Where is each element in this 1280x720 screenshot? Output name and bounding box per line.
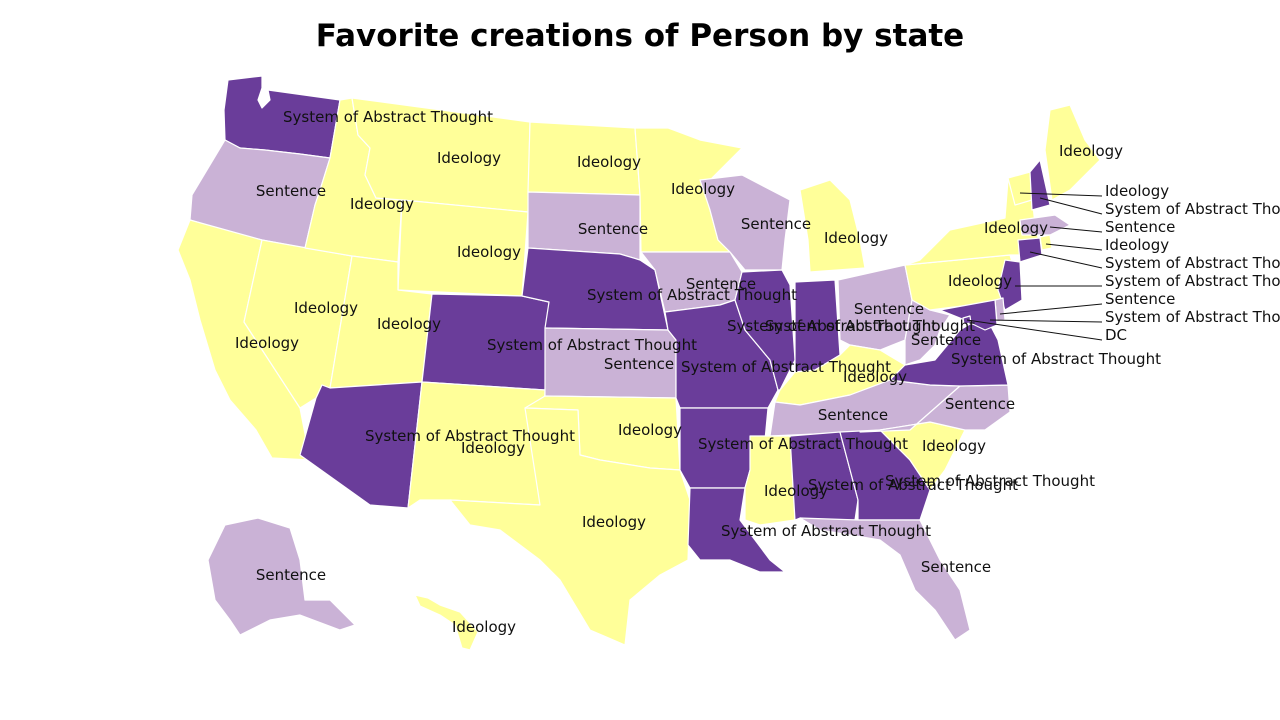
state-label-wa: System of Abstract Thought <box>283 108 493 126</box>
state-label-me: Ideology <box>1059 142 1123 160</box>
state-tx <box>449 407 691 646</box>
state-label-al: System of Abstract Thought <box>808 476 1018 494</box>
state-mo <box>664 299 779 409</box>
state-label-ak: Sentence <box>256 566 326 584</box>
state-label-ok: Ideology <box>618 421 682 439</box>
state-va <box>889 314 1009 387</box>
leader-line-de <box>999 303 1103 315</box>
state-ri <box>1039 234 1053 251</box>
leader-line-nh <box>1039 197 1103 215</box>
state-label-ky: Ideology <box>843 368 907 386</box>
state-label-tx: Ideology <box>582 513 646 531</box>
state-label-or: Sentence <box>256 182 326 200</box>
state-label-sd: Sentence <box>578 220 648 238</box>
state-label-id: Ideology <box>350 195 414 213</box>
state-nc <box>859 384 1011 433</box>
state-label-ia: Sentence <box>686 275 756 293</box>
leader-line-ma <box>1049 226 1103 233</box>
state-label-la: System of Abstract Thought <box>721 522 931 540</box>
leader-line-vt <box>1019 192 1103 197</box>
state-label-in: System of Abstract Thought <box>765 317 975 335</box>
state-label-ks: Sentence <box>604 355 674 373</box>
state-label-nv: Ideology <box>294 299 358 317</box>
state-label-pa: Ideology <box>948 272 1012 290</box>
state-label-fl: Sentence <box>921 558 991 576</box>
state-label-co: System of Abstract Thought <box>487 336 697 354</box>
state-label-az: System of Abstract Thought <box>365 427 575 445</box>
leader-line-md <box>989 319 1103 323</box>
state-label-wi: Sentence <box>741 215 811 233</box>
state-label-ct: System of Abstract Thought <box>1105 254 1280 272</box>
state-ct <box>1017 237 1043 263</box>
state-label-nd: Ideology <box>577 153 641 171</box>
state-label-sc: Ideology <box>922 437 986 455</box>
state-label-mn: Ideology <box>671 180 735 198</box>
state-label-de: Sentence <box>1105 290 1175 308</box>
state-wi <box>699 174 791 271</box>
state-label-hi: Ideology <box>452 618 516 636</box>
state-label-oh: Sentence <box>854 300 924 318</box>
state-label-ny: Ideology <box>984 219 1048 237</box>
state-label-il: System of Abstract Thought <box>727 317 937 335</box>
state-label-ri: Ideology <box>1105 236 1169 254</box>
state-mi <box>799 179 866 273</box>
state-me <box>1044 104 1101 201</box>
leader-line-ct <box>1029 251 1103 269</box>
state-label-nc: Sentence <box>945 395 1015 413</box>
state-label-ma: Sentence <box>1105 218 1175 236</box>
state-la <box>687 487 786 573</box>
leader-line-dc <box>966 319 1103 341</box>
state-label-ga: System of Abstract Thought <box>885 472 1095 490</box>
state-nh <box>1029 159 1051 211</box>
state-nj <box>997 259 1023 311</box>
state-ak <box>207 517 356 636</box>
state-il <box>734 269 796 391</box>
state-fl <box>799 517 971 641</box>
state-label-wy: Ideology <box>457 243 521 261</box>
state-label-ut: Ideology <box>377 315 441 333</box>
state-label-vt: Ideology <box>1105 182 1169 200</box>
state-label-ms: Ideology <box>764 482 828 500</box>
state-ma <box>1019 214 1071 236</box>
state-label-va: System of Abstract Thought <box>951 350 1161 368</box>
state-label-mi: Ideology <box>824 229 888 247</box>
state-label-tn: Sentence <box>818 406 888 424</box>
state-label-dc: DC <box>1105 326 1127 344</box>
state-label-nj: System of Abstract Thought <box>1105 272 1280 290</box>
state-label-ne: System of Abstract Thought <box>587 286 797 304</box>
state-label-ca: Ideology <box>235 334 299 352</box>
state-label-wv: Sentence <box>911 331 981 349</box>
state-label-ar: System of Abstract Thought <box>698 435 908 453</box>
state-az <box>299 381 423 509</box>
state-label-nm: Ideology <box>461 439 525 457</box>
state-label-mo: System of Abstract Thought <box>681 358 891 376</box>
map-title: Favorite creations of Person by state <box>315 18 965 54</box>
state-label-mt: Ideology <box>437 149 501 167</box>
state-label-md: System of Abstract Thought <box>1105 308 1280 326</box>
state-hi <box>414 594 479 651</box>
leader-line-ri <box>1045 243 1103 251</box>
state-label-nh: System of Abstract Thought <box>1105 200 1280 218</box>
